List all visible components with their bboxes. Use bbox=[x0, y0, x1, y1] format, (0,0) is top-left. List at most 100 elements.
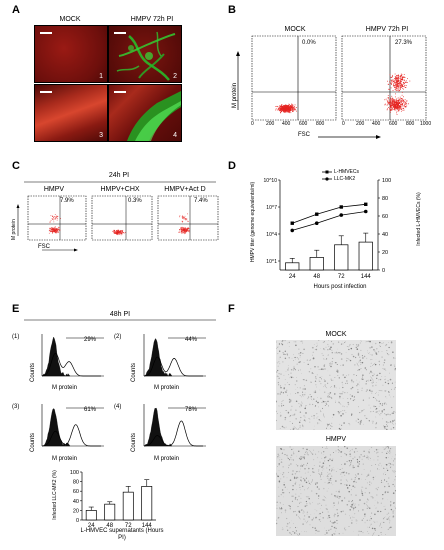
flow-event bbox=[392, 102, 394, 104]
flow-event bbox=[113, 231, 115, 233]
grain bbox=[292, 360, 294, 361]
flow-event bbox=[397, 89, 399, 91]
flow-event bbox=[387, 101, 389, 103]
grain bbox=[385, 403, 387, 405]
grain bbox=[361, 486, 363, 488]
grain bbox=[298, 403, 300, 405]
flow-event bbox=[393, 104, 395, 106]
grain bbox=[315, 516, 317, 518]
grain bbox=[322, 368, 324, 371]
grain bbox=[291, 520, 292, 522]
grain bbox=[326, 423, 328, 425]
grain bbox=[393, 357, 395, 359]
grain bbox=[296, 514, 298, 516]
grain bbox=[276, 410, 277, 413]
flow-event bbox=[288, 110, 290, 112]
flow-event bbox=[117, 233, 119, 235]
grain bbox=[306, 531, 307, 533]
flow-event bbox=[384, 99, 386, 101]
flow-event bbox=[280, 106, 281, 108]
grain bbox=[300, 416, 302, 419]
flow-event bbox=[400, 103, 402, 105]
grain bbox=[303, 361, 305, 364]
flow-event bbox=[121, 233, 123, 234]
flow-event bbox=[183, 218, 185, 220]
grain bbox=[369, 347, 371, 349]
filament bbox=[326, 473, 330, 477]
flow-event bbox=[290, 107, 292, 108]
grain bbox=[384, 505, 386, 507]
subpanel-id-3: (3) bbox=[12, 404, 20, 410]
flow-event bbox=[394, 96, 396, 98]
grain bbox=[361, 492, 364, 495]
grain bbox=[299, 458, 302, 461]
grain bbox=[284, 486, 286, 488]
flow-event bbox=[393, 106, 395, 107]
panel-e-xlabel: L-HMVEC supernatants (Hours PI) bbox=[80, 528, 164, 541]
flow-event bbox=[397, 87, 398, 89]
grain bbox=[323, 391, 326, 393]
grain bbox=[302, 391, 304, 393]
y-right-tick-label: 40 bbox=[382, 232, 388, 238]
flow-event bbox=[294, 104, 296, 106]
grain bbox=[379, 403, 381, 405]
grain bbox=[319, 512, 321, 515]
flow-event bbox=[281, 109, 283, 111]
grain bbox=[353, 396, 355, 398]
flow-event bbox=[398, 99, 400, 101]
flow-event bbox=[403, 106, 405, 108]
grain bbox=[351, 379, 353, 381]
flow-event bbox=[187, 230, 189, 231]
grain bbox=[297, 428, 300, 430]
flow-event bbox=[286, 110, 288, 112]
flow-event bbox=[397, 85, 399, 87]
grain bbox=[288, 346, 290, 348]
flow-event bbox=[397, 77, 399, 78]
grain bbox=[287, 529, 289, 531]
grain bbox=[345, 412, 347, 414]
flow-event bbox=[118, 233, 120, 234]
percent-1: 29% bbox=[84, 337, 97, 343]
mprotein-label-2: M protein bbox=[154, 385, 180, 391]
flow-event bbox=[392, 99, 394, 100]
grain bbox=[282, 392, 285, 394]
grain bbox=[321, 352, 323, 355]
grain bbox=[350, 462, 352, 464]
grain bbox=[325, 508, 327, 510]
grain bbox=[364, 521, 366, 524]
grain bbox=[323, 451, 325, 453]
flow-event bbox=[396, 76, 397, 78]
grain bbox=[358, 360, 360, 362]
flow-event bbox=[56, 229, 58, 231]
flow-event bbox=[389, 99, 391, 101]
grain bbox=[332, 357, 334, 359]
flow-event bbox=[183, 217, 185, 219]
grain bbox=[310, 396, 312, 398]
grain bbox=[354, 395, 355, 397]
flow-event bbox=[401, 83, 403, 85]
grain bbox=[300, 403, 302, 405]
flow-event bbox=[287, 106, 288, 108]
panel-label-c: C bbox=[12, 160, 20, 172]
grain bbox=[290, 368, 293, 371]
flow-event bbox=[290, 110, 291, 112]
filament bbox=[391, 470, 395, 474]
grain bbox=[334, 393, 336, 395]
grain bbox=[311, 354, 313, 356]
flow-plot-actd bbox=[157, 195, 219, 241]
grain bbox=[357, 352, 360, 355]
flow-event bbox=[393, 102, 395, 104]
grain bbox=[395, 507, 396, 509]
flow-event bbox=[285, 111, 287, 113]
grain bbox=[362, 463, 364, 465]
grain bbox=[351, 504, 353, 506]
grain bbox=[310, 359, 312, 361]
grain bbox=[299, 484, 301, 486]
flow-event bbox=[403, 99, 404, 101]
grain bbox=[386, 424, 388, 425]
flow-event bbox=[393, 99, 395, 101]
grain bbox=[381, 451, 383, 453]
grain bbox=[333, 386, 336, 388]
flow-event bbox=[285, 108, 286, 110]
flow-event bbox=[403, 82, 405, 83]
